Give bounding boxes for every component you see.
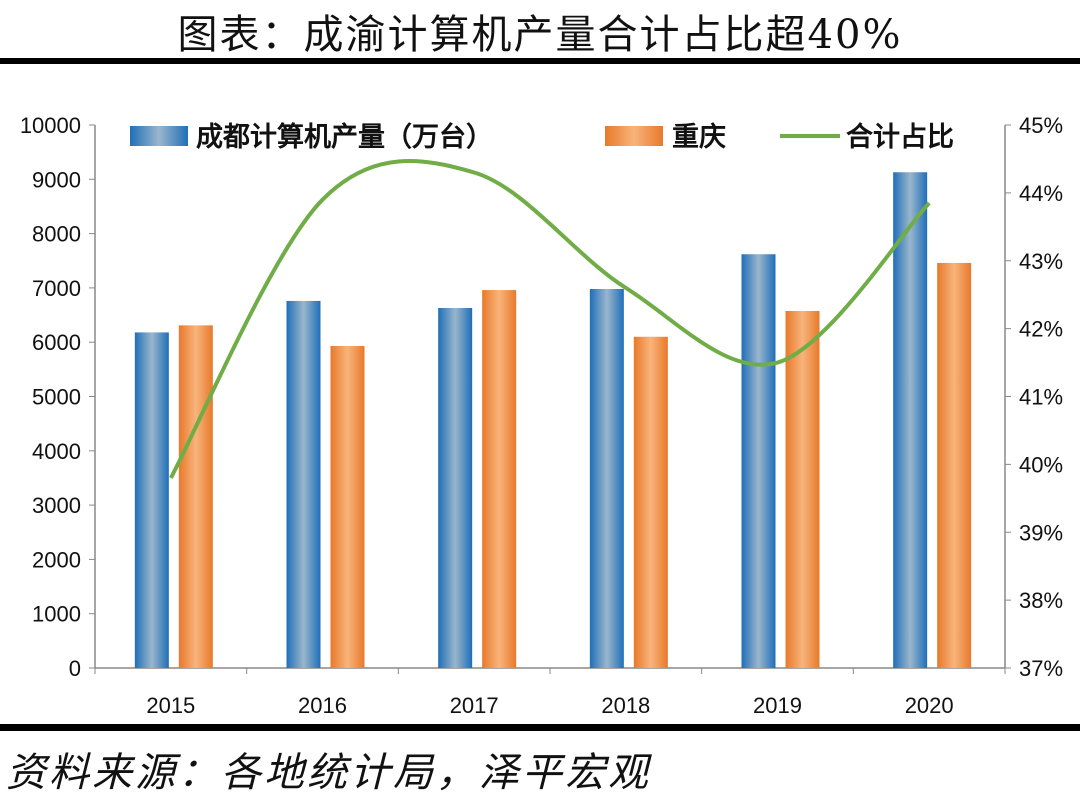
left-tick-label: 5000 <box>32 385 81 410</box>
x-tick-label: 2019 <box>753 693 802 718</box>
bar-chongqing <box>178 325 213 668</box>
bar-chengdu <box>134 332 169 668</box>
left-tick-label: 9000 <box>32 167 81 192</box>
right-tick-label: 38% <box>1019 588 1063 613</box>
bar-chengdu <box>741 254 776 668</box>
bar-chengdu <box>589 288 624 668</box>
left-tick-label: 2000 <box>32 547 81 572</box>
line-share <box>169 158 931 479</box>
legend-label-chengdu: 成都计算机产量（万台） <box>196 121 493 153</box>
right-tick-label: 37% <box>1019 656 1063 681</box>
legend-swatch-chengdu <box>130 126 188 146</box>
x-tick-label: 2020 <box>905 693 954 718</box>
bar-chengdu <box>893 172 928 668</box>
title-rule <box>0 58 1080 64</box>
bar-chengdu <box>286 300 321 668</box>
right-tick-label: 45% <box>1019 113 1063 138</box>
source-note: 资料来源：各地统计局，泽平宏观 <box>6 750 651 796</box>
bar-chongqing <box>330 346 365 668</box>
left-tick-label: 3000 <box>32 493 81 518</box>
footer-rule <box>0 724 1080 731</box>
bar-chongqing <box>482 290 517 668</box>
bar-chongqing <box>785 310 820 668</box>
x-tick-label: 2016 <box>298 693 347 718</box>
right-tick-label: 43% <box>1019 249 1063 274</box>
left-tick-label: 0 <box>69 656 81 681</box>
legend-swatch-chongqing <box>605 126 663 146</box>
bar-chengdu <box>438 307 473 668</box>
legend-label-chongqing: 重庆 <box>672 121 726 153</box>
right-tick-label: 41% <box>1019 385 1063 410</box>
chart-title: 图表：成渝计算机产量合计占比超40% <box>177 12 903 58</box>
right-tick-label: 40% <box>1019 452 1063 477</box>
left-tick-label: 1000 <box>32 602 81 627</box>
x-tick-label: 2017 <box>450 693 499 718</box>
right-tick-label: 39% <box>1019 520 1063 545</box>
left-tick-label: 4000 <box>32 439 81 464</box>
x-tick-label: 2018 <box>601 693 650 718</box>
left-tick-label: 6000 <box>32 330 81 355</box>
x-tick-label: 2015 <box>146 693 195 718</box>
legend-label-share: 合计占比 <box>846 121 954 153</box>
left-tick-label: 7000 <box>32 276 81 301</box>
bar-chongqing <box>633 336 668 668</box>
left-tick-label: 10000 <box>20 113 81 138</box>
left-tick-label: 8000 <box>32 222 81 247</box>
right-tick-label: 44% <box>1019 181 1063 206</box>
bar-chongqing <box>937 262 972 668</box>
right-tick-label: 42% <box>1019 317 1063 342</box>
